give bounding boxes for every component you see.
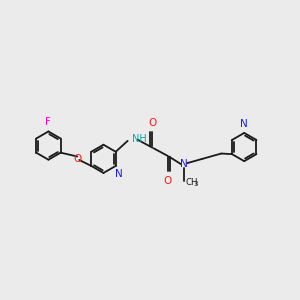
Text: 3: 3 [193, 182, 197, 188]
Text: O: O [74, 154, 82, 164]
Text: CH: CH [185, 178, 197, 187]
Text: NH: NH [132, 134, 146, 144]
Text: F: F [46, 117, 51, 127]
Text: O: O [148, 118, 157, 128]
Text: N: N [240, 119, 248, 129]
Text: O: O [164, 176, 172, 186]
Text: N: N [180, 159, 188, 169]
Text: N: N [116, 169, 123, 179]
